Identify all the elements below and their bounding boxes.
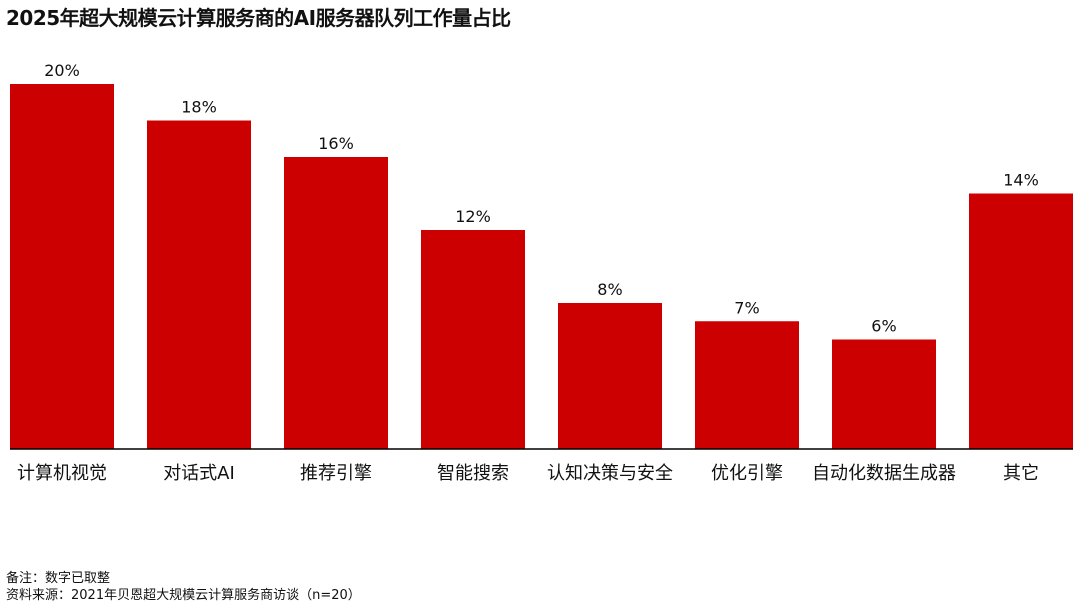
value-label-8: 14% bbox=[1003, 171, 1039, 190]
value-label-6: 7% bbox=[734, 298, 759, 317]
category-label-5: 认知决策与安全 bbox=[547, 463, 673, 484]
category-label-6: 优化引擎 bbox=[711, 463, 783, 484]
chart-title: 2025年超大规模云计算服务商的AI服务器队列工作量占比 bbox=[6, 6, 511, 30]
value-label-1: 20% bbox=[44, 61, 80, 80]
footnote-source: 资料来源：2021年贝恩超大规模云计算服务商访谈（n=20） bbox=[6, 588, 361, 603]
bar-3 bbox=[284, 157, 388, 449]
footnotes: 备注：数字已取整 资料来源：2021年贝恩超大规模云计算服务商访谈（n=20） bbox=[6, 570, 361, 604]
category-labels-group: 计算机视觉 对话式AI 推荐引擎 智能搜索 认知决策与安全 优化引擎 自动化数据生成器 其它 bbox=[17, 463, 1039, 484]
category-label-4: 智能搜索 bbox=[437, 463, 509, 484]
bar-4 bbox=[421, 230, 525, 449]
value-label-4: 12% bbox=[455, 207, 491, 226]
value-labels-group: 20% 18% 16% 12% 8% 7% 6% 14% bbox=[44, 61, 1039, 336]
bar-2 bbox=[147, 120, 251, 449]
bar-7 bbox=[832, 339, 936, 449]
value-label-2: 18% bbox=[181, 98, 217, 117]
value-label-7: 6% bbox=[871, 317, 896, 336]
bar-6 bbox=[695, 321, 799, 449]
bar-8 bbox=[969, 193, 1073, 449]
category-label-3: 推荐引擎 bbox=[300, 463, 372, 484]
bar-5 bbox=[558, 303, 662, 449]
bar-1 bbox=[10, 84, 114, 449]
category-label-2: 对话式AI bbox=[163, 463, 235, 484]
category-label-8: 其它 bbox=[1003, 463, 1039, 484]
bars-group bbox=[10, 84, 1073, 449]
value-label-3: 16% bbox=[318, 134, 354, 153]
footnote-remark: 备注：数字已取整 bbox=[6, 571, 111, 586]
bar-chart: 20% 18% 16% 12% 8% 7% 6% 14% 计算机视觉 对话式AI 推荐引擎 智能搜索… bbox=[10, 61, 1073, 484]
category-label-7: 自动化数据生成器 bbox=[812, 463, 956, 484]
value-label-5: 8% bbox=[597, 280, 622, 299]
category-label-1: 计算机视觉 bbox=[17, 463, 107, 484]
